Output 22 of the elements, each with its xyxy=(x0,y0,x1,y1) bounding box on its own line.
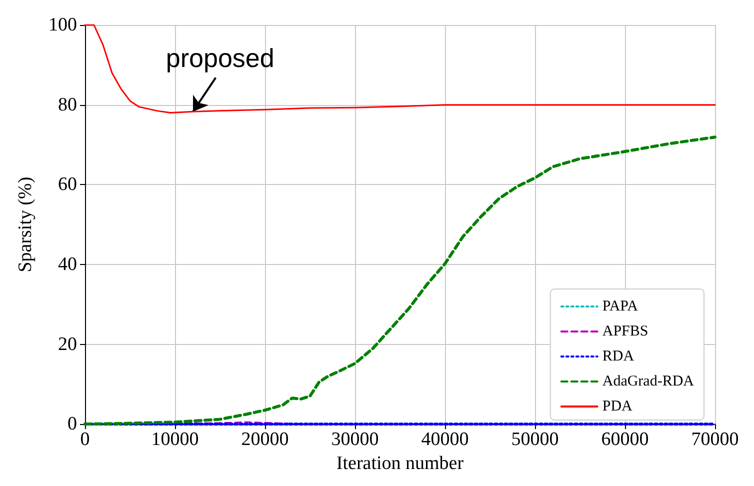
x-tick-label: 50000 xyxy=(511,429,559,450)
y-tick-label: 60 xyxy=(58,174,77,196)
legend-label: RDA xyxy=(602,348,634,364)
legend-label: AdaGrad-RDA xyxy=(602,374,694,390)
y-tick-label: 40 xyxy=(58,254,77,275)
x-tick-label: 30000 xyxy=(331,429,379,450)
y-axis-title: Sparsity (%) xyxy=(15,176,36,272)
legend-label: PDA xyxy=(602,398,633,414)
x-tick-label: 40000 xyxy=(421,429,469,450)
annotation: proposed xyxy=(166,43,274,74)
y-tick-label: 100 xyxy=(48,14,77,36)
legend-label: APFBS xyxy=(602,324,648,340)
x-tick-label: 10000 xyxy=(151,429,199,450)
x-tick-label: 70000 xyxy=(691,429,739,450)
x-tick-label: 60000 xyxy=(601,429,649,450)
y-tick-label: 0 xyxy=(68,414,77,435)
x-tick-label: 20000 xyxy=(241,429,289,450)
x-tick-label: 0 xyxy=(80,429,90,450)
x-axis-title: Iteration number xyxy=(336,453,464,474)
y-tick-label: 20 xyxy=(58,334,77,355)
y-tick-label: 80 xyxy=(58,94,77,116)
legend-label: PAPA xyxy=(602,298,638,314)
